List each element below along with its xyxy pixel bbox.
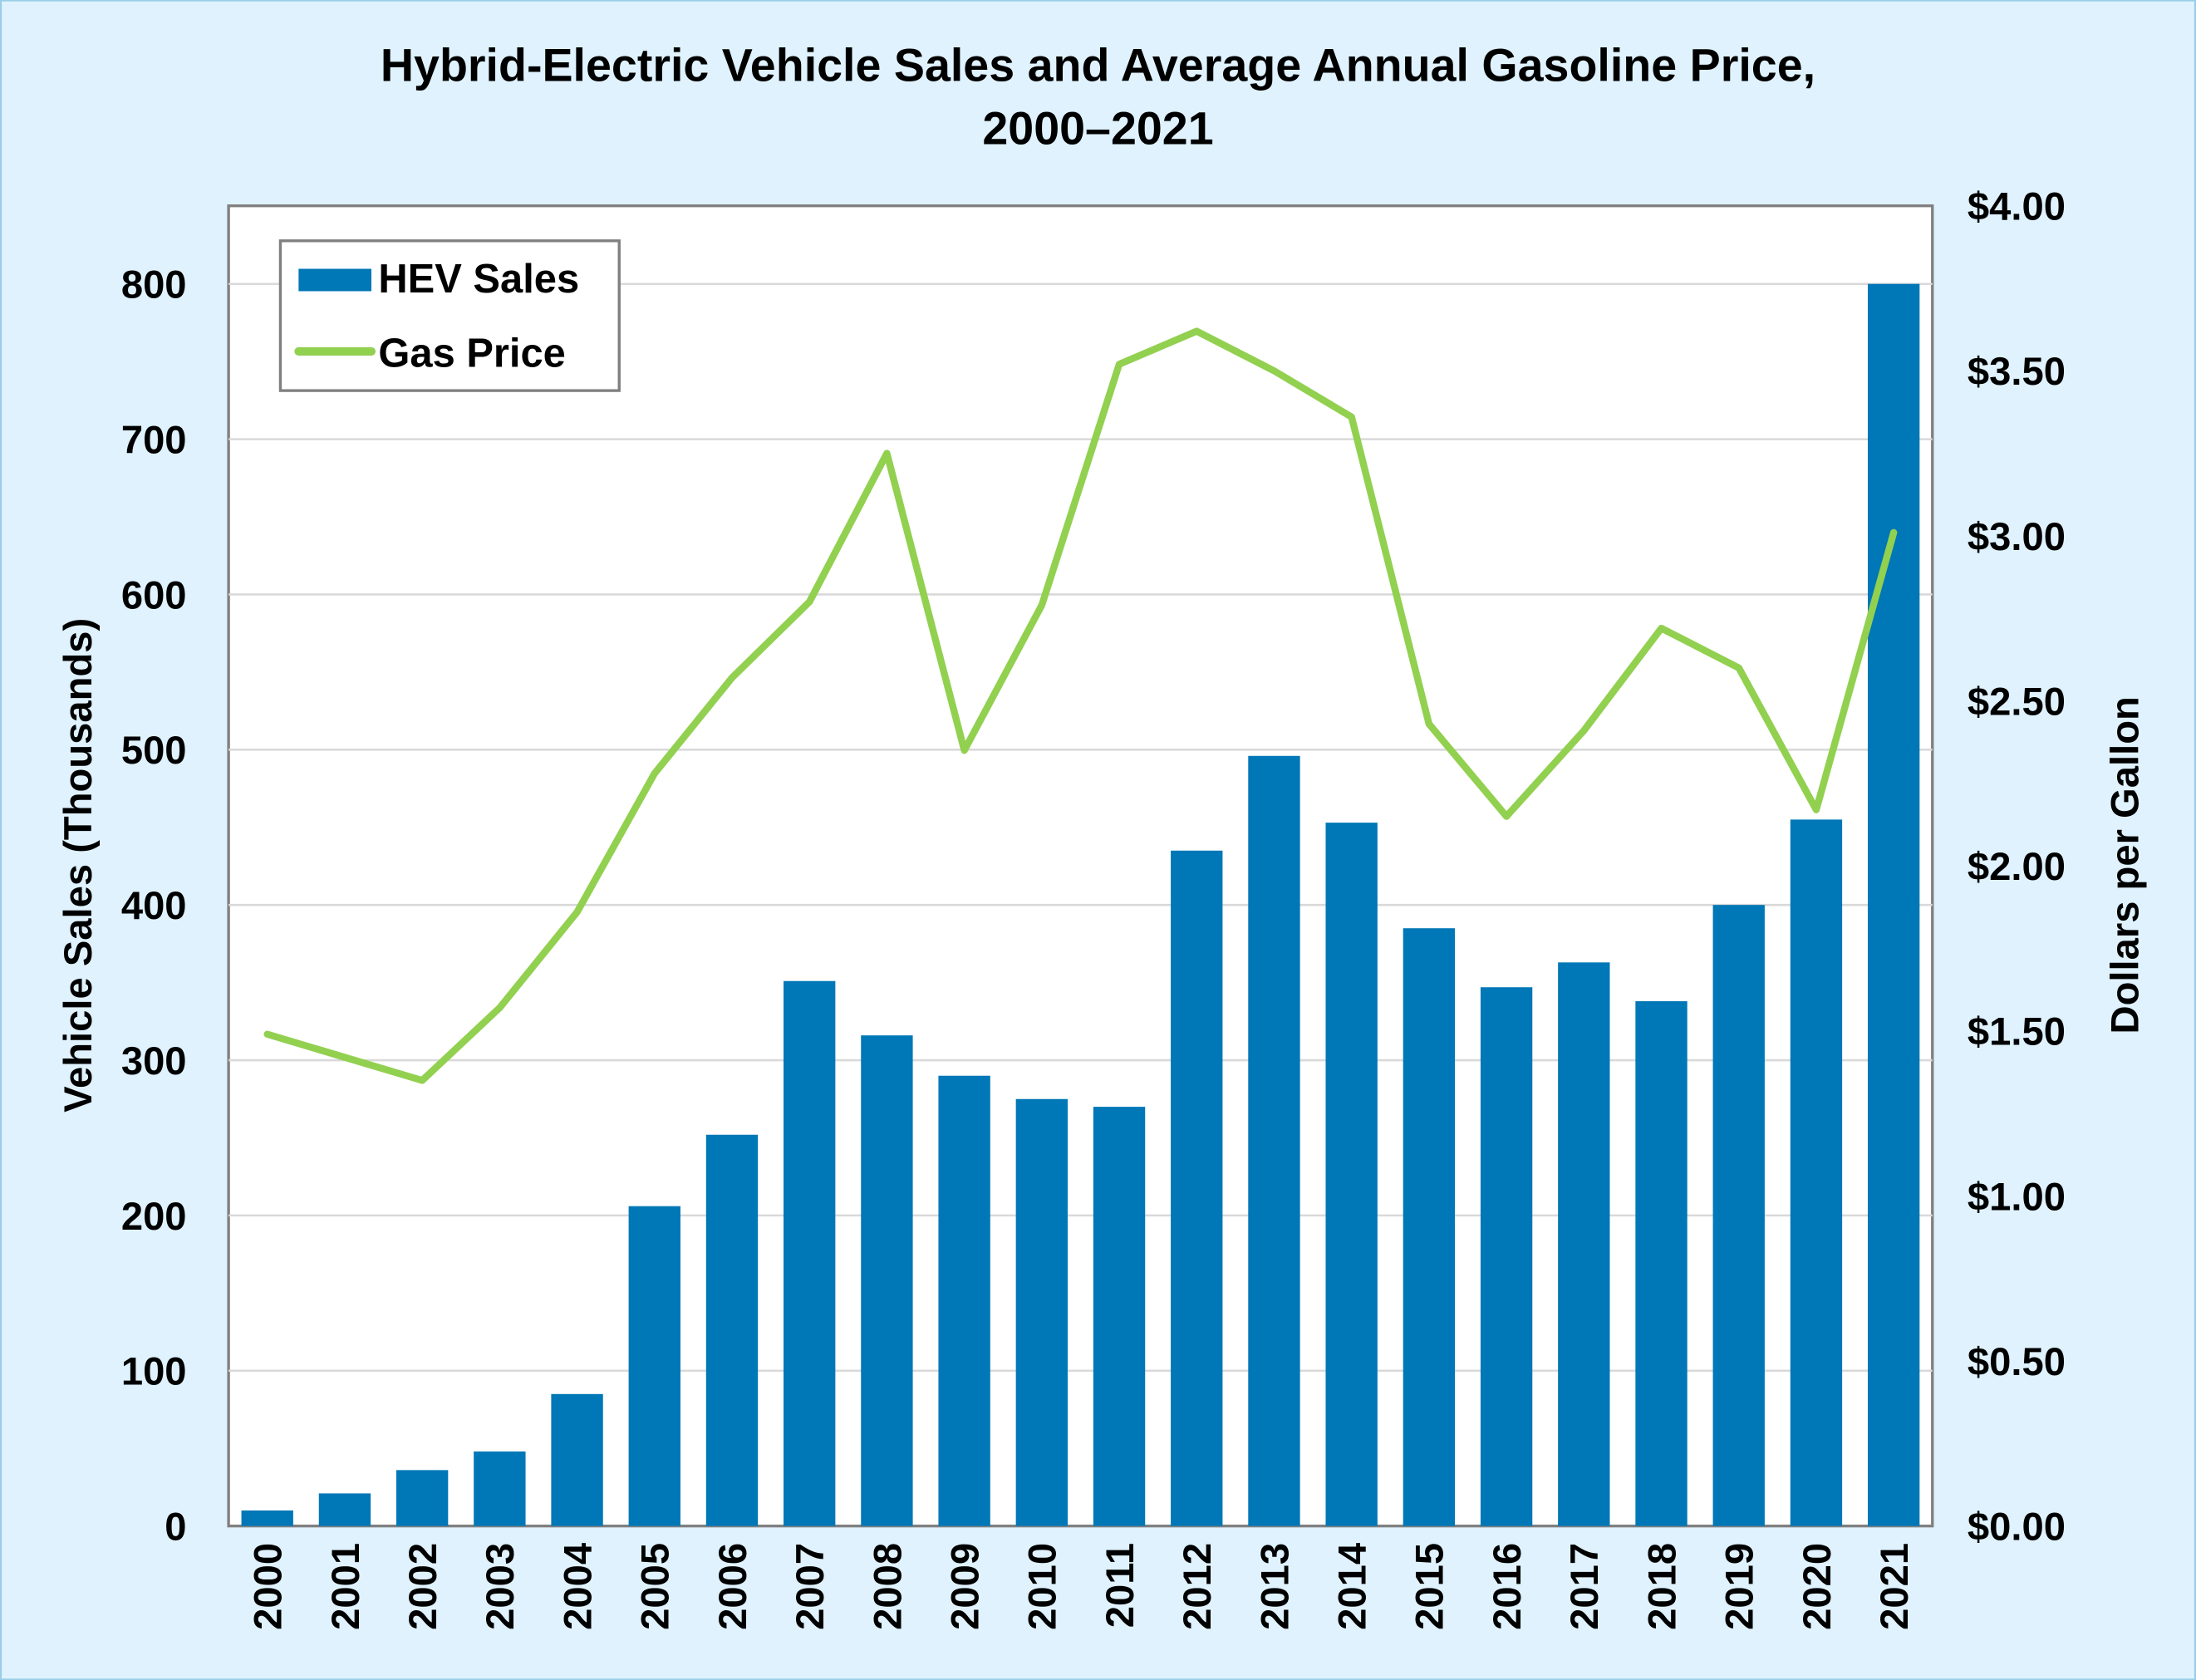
bar-2004: [551, 1393, 603, 1526]
bar-2001: [318, 1493, 371, 1526]
bar-2009: [938, 1075, 990, 1526]
bar-2008: [861, 1035, 913, 1526]
y-tick-label: 800: [121, 263, 187, 307]
y-tick-label: 600: [121, 572, 187, 616]
x-tick-label: 2016: [1485, 1543, 1529, 1630]
bar-2013: [1248, 755, 1300, 1526]
bar-2018: [1635, 1001, 1688, 1526]
legend: HEV Sales Gas Price: [278, 239, 621, 392]
bar-2005: [628, 1206, 680, 1526]
bar-2017: [1558, 962, 1610, 1526]
y2-tick-label: $3.50: [1968, 349, 2066, 393]
x-tick-label: 2012: [1175, 1543, 1219, 1630]
x-tick-label: 2005: [633, 1543, 677, 1630]
y-tick-label: 400: [121, 883, 187, 927]
y2-tick-label: $3.00: [1968, 514, 2066, 558]
chart-title-line2: 2000–2021: [982, 103, 1213, 155]
x-tick-label: 2010: [1020, 1543, 1064, 1630]
y2-tick-label: $1.00: [1968, 1174, 2066, 1218]
x-tick-label: 2015: [1408, 1543, 1452, 1630]
bar-2006: [705, 1134, 759, 1526]
bar-2012: [1171, 850, 1223, 1526]
x-tick-label: 2007: [788, 1543, 832, 1630]
y-tick-label: 200: [121, 1194, 187, 1238]
x-tick-label: 2021: [1872, 1543, 1916, 1630]
bar-2003: [474, 1451, 526, 1526]
x-tick-label: 2003: [478, 1543, 522, 1630]
bar-2014: [1325, 823, 1378, 1526]
bar-2011: [1093, 1107, 1146, 1526]
gas-price-line: [263, 327, 1898, 1084]
legend-swatch-hev-sales: [298, 268, 371, 292]
y2-tick-label: $0.00: [1968, 1505, 2066, 1549]
bar-2010: [1015, 1098, 1069, 1526]
chart-title: Hybrid-Electric Vehicle Sales and Averag…: [381, 40, 1815, 91]
x-tick-label: 2017: [1562, 1543, 1606, 1630]
x-tick-label: 2011: [1098, 1543, 1142, 1628]
x-tick-label: 2000: [246, 1543, 290, 1630]
x-axis-ticks: 2000 2001 2002 2003 2004 2005 2006 2007 2008 2009…: [246, 1543, 1916, 1630]
x-tick-label: 2008: [865, 1543, 909, 1630]
bar-2007: [784, 980, 836, 1526]
x-tick-label: 2020: [1795, 1543, 1839, 1630]
bar-2016: [1480, 987, 1533, 1526]
legend-box: [278, 239, 621, 392]
bar-2015: [1403, 928, 1456, 1526]
bar-2002: [395, 1470, 449, 1526]
y-tick-label: 500: [121, 728, 187, 772]
x-tick-label: 2002: [400, 1543, 445, 1630]
x-tick-label: 2019: [1717, 1543, 1761, 1630]
legend-label-gas-price: Gas Price: [378, 331, 565, 376]
x-tick-label: 2006: [710, 1543, 754, 1630]
x-tick-label: 2009: [942, 1543, 986, 1630]
y2-tick-label: $1.50: [1968, 1009, 2066, 1054]
bar-2020: [1790, 819, 1843, 1526]
x-tick-label: 2004: [555, 1543, 599, 1630]
y2-tick-label: $2.50: [1968, 679, 2066, 723]
y-axis-label: Vehicle Sales (Thousands): [56, 618, 100, 1113]
y2-tick-label: $0.50: [1968, 1339, 2066, 1383]
x-tick-label: 2018: [1639, 1543, 1683, 1630]
y2-axis-ticks: $0.00 $0.50 $1.00 $1.50 $2.00 $2.50 $3.00 $3.50…: [1968, 184, 2066, 1549]
x-tick-label: 2001: [323, 1543, 367, 1630]
bar-2019: [1712, 905, 1765, 1526]
y-tick-label: 100: [121, 1349, 187, 1393]
bar-2021: [1867, 283, 1920, 1526]
y2-axis-label: Dollars per Gallon: [2102, 696, 2146, 1034]
y2-tick-label: $4.00: [1968, 184, 2066, 228]
y-axis-ticks: 0 100 200 300 400 500 600 700 800: [121, 263, 187, 1549]
bars: [241, 283, 1920, 1526]
y-tick-label: 0: [165, 1505, 186, 1549]
x-tick-label: 2014: [1330, 1543, 1374, 1630]
x-tick-label: 2013: [1252, 1543, 1296, 1630]
bar-2000: [241, 1510, 293, 1526]
y-tick-label: 300: [121, 1039, 187, 1083]
y-tick-label: 700: [121, 417, 187, 461]
y2-tick-label: $2.00: [1968, 844, 2066, 888]
legend-label-hev-sales: HEV Sales: [378, 257, 579, 302]
